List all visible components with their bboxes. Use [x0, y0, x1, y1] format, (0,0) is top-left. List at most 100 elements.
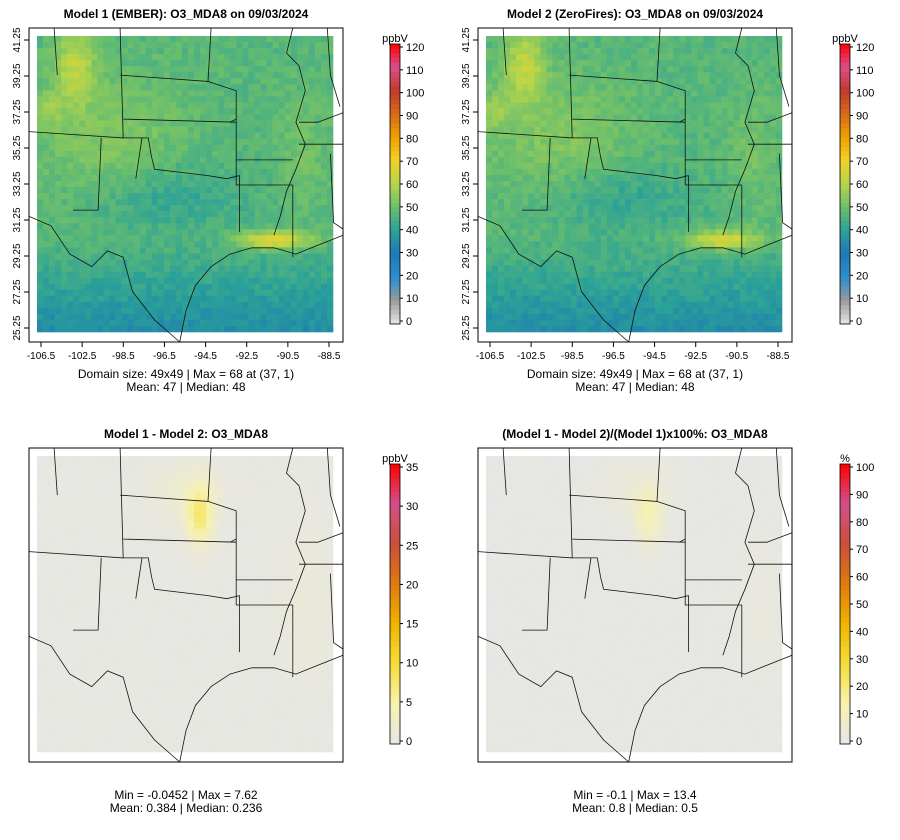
heatmap-cell — [91, 283, 98, 291]
heatmap-cell — [618, 283, 626, 291]
heatmap-cell — [546, 325, 553, 333]
heatmap-cell — [308, 229, 316, 236]
heatmap-cell — [528, 90, 535, 97]
heatmap-cell — [49, 187, 56, 194]
heatmap-cell — [320, 180, 328, 188]
heatmap-cell — [661, 72, 668, 79]
heatmap-cell — [709, 307, 716, 315]
heatmap-cell — [272, 102, 279, 109]
heatmap-cell — [504, 180, 511, 188]
heatmap-cell — [254, 72, 261, 79]
heatmap-cell — [91, 229, 98, 236]
heatmap-cell — [763, 42, 771, 49]
heatmap-cell — [594, 126, 602, 133]
heatmap-cell — [49, 48, 56, 55]
heatmap-cell — [588, 96, 596, 103]
heatmap-cell — [109, 42, 116, 49]
heatmap-cell — [37, 48, 44, 55]
heatmap-cell — [212, 211, 219, 218]
heatmap-cell — [151, 289, 159, 297]
heatmap-cell — [224, 277, 231, 284]
heatmap-cell — [200, 36, 207, 43]
heatmap-cell — [49, 72, 56, 79]
heatmap-cell — [763, 102, 771, 109]
heatmap-cell — [254, 78, 261, 85]
heatmap-cell — [516, 144, 523, 152]
heatmap-cell — [546, 72, 553, 79]
heatmap-cell — [751, 229, 759, 236]
heatmap-cell — [290, 241, 298, 248]
heatmap-cell — [649, 247, 656, 254]
heatmap-cell — [649, 307, 656, 315]
heatmap-cell — [643, 180, 650, 188]
heatmap-cell — [248, 325, 255, 333]
heatmap-cell — [115, 247, 122, 254]
heatmap-cell — [278, 187, 285, 194]
heatmap-cell — [637, 283, 644, 291]
heatmap-cell — [661, 138, 668, 146]
heatmap-cell — [600, 235, 608, 242]
heatmap-cell — [727, 235, 734, 242]
heatmap-cell — [546, 36, 553, 43]
heatmap-cell — [284, 132, 292, 139]
heatmap-cell — [498, 42, 505, 49]
heatmap-cell — [751, 301, 759, 309]
heatmap-cell — [175, 78, 183, 85]
heatmap-cell — [504, 150, 511, 158]
heatmap-cell — [157, 66, 165, 73]
heatmap-cell — [522, 120, 529, 127]
heatmap-cell — [661, 126, 668, 133]
heatmap-cell — [516, 114, 523, 121]
heatmap-cell — [242, 42, 249, 49]
heatmap-cell — [127, 223, 134, 230]
heatmap-cell — [145, 319, 153, 327]
heatmap-cell — [151, 150, 159, 158]
heatmap-cell — [302, 217, 310, 224]
heatmap-cell — [91, 277, 98, 284]
heatmap-cell — [486, 325, 493, 333]
heatmap-cell — [630, 66, 638, 73]
heatmap-cell — [709, 126, 716, 133]
heatmap-cell — [43, 223, 50, 230]
heatmap-cell — [516, 48, 523, 55]
heatmap-cell — [552, 325, 559, 333]
heatmap-cell — [224, 211, 231, 218]
heatmap-cell — [588, 223, 596, 230]
heatmap-cell — [73, 193, 80, 200]
colorbar-tick-label: 50 — [406, 202, 418, 214]
heatmap-cell — [85, 120, 92, 127]
heatmap-cell — [314, 271, 322, 278]
heatmap-cell — [739, 60, 747, 67]
heatmap-cell — [163, 78, 171, 85]
heatmap-cell — [278, 60, 285, 67]
heatmap-cell — [661, 180, 668, 188]
heatmap-cell — [37, 253, 44, 260]
heatmap-cell — [121, 253, 128, 260]
heatmap-cell — [534, 126, 541, 133]
heatmap-cell — [516, 42, 523, 49]
heatmap-cell — [175, 199, 183, 206]
heatmap-cell — [661, 229, 668, 236]
heatmap-cell — [679, 295, 686, 303]
heatmap-cell — [751, 42, 759, 49]
heatmap-cell — [510, 102, 517, 109]
heatmap-cell — [169, 241, 177, 248]
heatmap-cell — [175, 138, 183, 146]
heatmap-cell — [43, 156, 50, 164]
heatmap-cell — [540, 78, 547, 85]
heatmap-cell — [703, 271, 710, 278]
heatmap-cell — [296, 72, 304, 79]
heatmap-cell — [534, 114, 541, 121]
heatmap-cell — [649, 114, 656, 121]
heatmap-cell — [109, 120, 116, 127]
heatmap-cell — [582, 60, 589, 67]
heatmap-cell — [115, 54, 122, 61]
heatmap-cell — [618, 84, 626, 91]
heatmap-cell — [588, 289, 596, 297]
x-tick-label: -102.5 — [517, 351, 546, 362]
heatmap-cell — [504, 199, 511, 206]
heatmap-cell — [486, 180, 493, 188]
heatmap-cell — [266, 259, 273, 266]
heatmap-cell — [655, 90, 662, 97]
heatmap-cell — [498, 66, 505, 73]
